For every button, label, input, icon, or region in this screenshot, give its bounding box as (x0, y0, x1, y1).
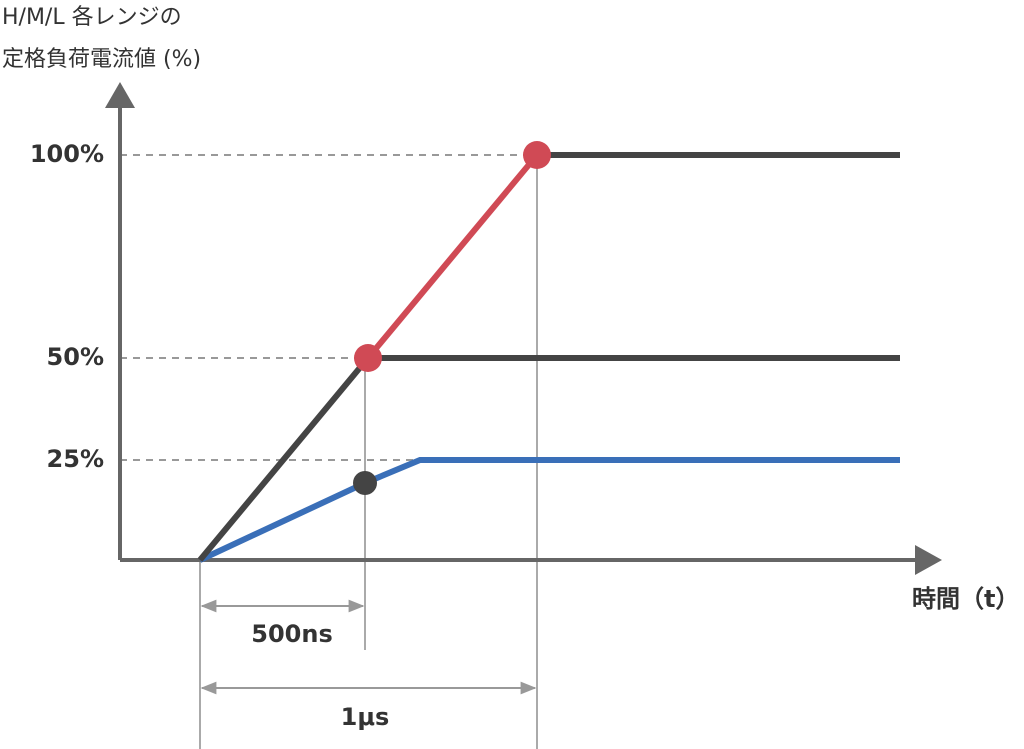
y-tick-label: 100% (30, 140, 104, 168)
y-tick-label: 25% (47, 445, 104, 473)
x-axis-label: 時間（t） (912, 585, 1019, 613)
annotation: 500ns (251, 620, 332, 648)
vertical-guides (199, 155, 538, 749)
y-axis-label: 定格負荷電流値 (%) (2, 47, 201, 72)
point (353, 471, 377, 495)
point (523, 141, 551, 169)
y-tick-label: 50% (47, 343, 104, 371)
h-range-ramp (365, 153, 540, 360)
guide-lines (120, 154, 537, 461)
axes (105, 82, 942, 575)
annotation: 1μs (341, 703, 390, 731)
y-axis-label: H/M/L 各レンジの (2, 5, 182, 30)
l-range-line (198, 457, 900, 563)
point (354, 344, 382, 372)
